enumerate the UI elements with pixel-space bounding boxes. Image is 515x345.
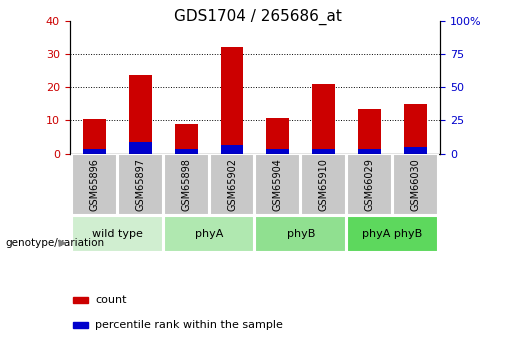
Bar — [312, 84, 335, 154]
Bar — [266, 149, 289, 154]
Text: wild type: wild type — [92, 229, 143, 239]
Bar — [404, 104, 426, 154]
Bar — [72, 154, 117, 216]
Text: GSM65904: GSM65904 — [273, 158, 283, 211]
Text: GSM65898: GSM65898 — [181, 158, 191, 211]
Bar — [347, 154, 392, 216]
Bar — [73, 297, 88, 303]
Bar — [175, 149, 198, 154]
Text: GSM65910: GSM65910 — [319, 158, 329, 211]
Bar — [358, 109, 381, 154]
Bar — [175, 124, 198, 154]
Bar — [129, 76, 152, 154]
Bar — [72, 216, 163, 252]
Bar — [255, 154, 300, 216]
Bar — [73, 322, 88, 328]
Bar — [312, 149, 335, 154]
Text: genotype/variation: genotype/variation — [5, 238, 104, 248]
Text: GSM65897: GSM65897 — [135, 158, 145, 211]
Bar — [83, 119, 106, 154]
Bar — [164, 216, 254, 252]
Bar — [210, 154, 254, 216]
Bar — [164, 154, 209, 216]
Bar — [255, 216, 346, 252]
Bar — [358, 149, 381, 154]
Bar — [404, 147, 426, 154]
Bar — [129, 142, 152, 154]
Text: percentile rank within the sample: percentile rank within the sample — [95, 320, 283, 330]
Text: GDS1704 / 265686_at: GDS1704 / 265686_at — [174, 9, 341, 25]
Text: GSM66030: GSM66030 — [410, 158, 420, 211]
Bar — [393, 154, 438, 216]
Text: count: count — [95, 295, 127, 305]
Text: phyA: phyA — [195, 229, 224, 239]
Bar — [301, 154, 346, 216]
Text: phyA phyB: phyA phyB — [362, 229, 422, 239]
Bar — [83, 149, 106, 154]
Text: GSM65902: GSM65902 — [227, 158, 237, 211]
Text: GSM65896: GSM65896 — [90, 158, 100, 211]
Bar — [220, 145, 244, 154]
Text: phyB: phyB — [286, 229, 315, 239]
Bar — [347, 216, 438, 252]
Text: GSM66029: GSM66029 — [365, 158, 374, 211]
Bar — [118, 154, 163, 216]
Bar — [220, 47, 244, 154]
Bar — [266, 118, 289, 154]
